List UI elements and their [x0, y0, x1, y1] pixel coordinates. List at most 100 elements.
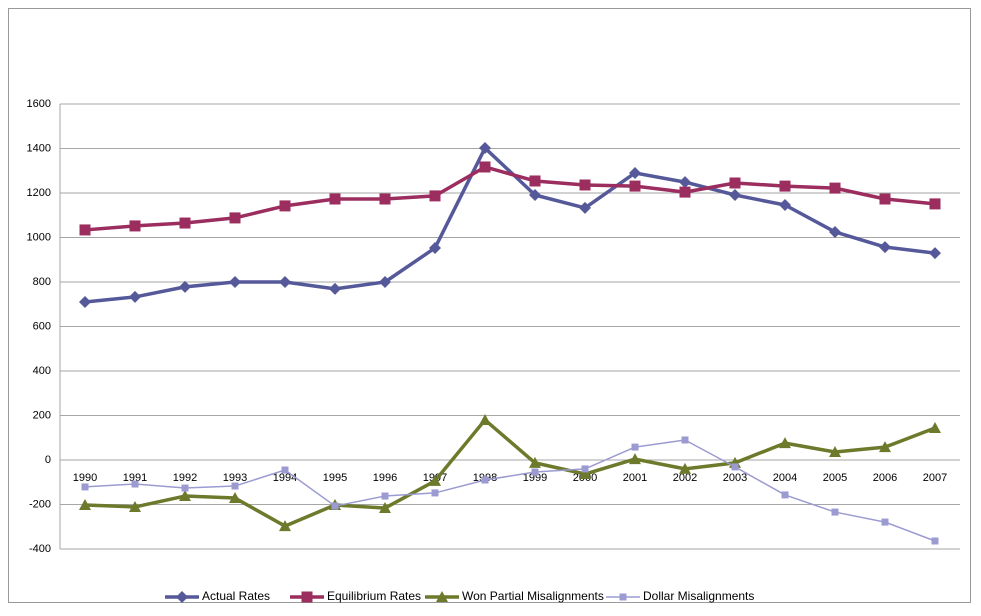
marker — [229, 276, 241, 288]
marker — [631, 443, 639, 451]
marker — [79, 498, 91, 510]
marker — [279, 200, 291, 212]
marker — [179, 490, 191, 502]
marker — [429, 241, 441, 254]
marker — [929, 247, 941, 260]
marker — [79, 224, 91, 236]
marker — [679, 462, 691, 474]
x-tick-label: 2006 — [873, 472, 897, 484]
x-tick-label: 2002 — [673, 472, 697, 484]
marker — [229, 492, 241, 504]
series-line — [84, 165, 936, 232]
marker — [679, 186, 691, 198]
y-tick-label: 600 — [33, 320, 51, 332]
marker — [781, 491, 789, 499]
marker — [129, 290, 141, 303]
marker — [879, 241, 891, 254]
marker — [879, 193, 891, 205]
legend-marker — [301, 591, 313, 603]
marker — [931, 537, 939, 545]
marker — [429, 190, 441, 202]
marker — [179, 217, 191, 229]
marker — [779, 199, 791, 212]
marker — [531, 468, 539, 476]
marker — [779, 437, 791, 449]
x-tick-label: 2005 — [823, 472, 847, 484]
marker — [881, 518, 889, 526]
y-tick-label: -400 — [29, 543, 51, 555]
marker — [629, 453, 641, 465]
marker — [831, 508, 839, 516]
marker — [381, 492, 389, 500]
marker — [829, 225, 841, 238]
chart-frame — [8, 8, 971, 603]
series-line — [84, 146, 936, 304]
x-tick-label: 2007 — [923, 472, 947, 484]
y-tick-label: 1600 — [27, 98, 51, 110]
x-tick-label: 2004 — [773, 472, 797, 484]
marker — [579, 179, 591, 191]
marker — [629, 180, 641, 192]
legend-marker — [176, 591, 188, 603]
legend-label: Actual Rates — [202, 589, 270, 603]
marker — [281, 466, 289, 474]
marker — [879, 441, 891, 453]
marker — [929, 198, 941, 210]
marker — [481, 476, 489, 484]
x-tick-label: 1992 — [173, 472, 197, 484]
legend-label: Equilibrium Rates — [327, 589, 421, 603]
marker — [579, 468, 591, 480]
x-tick-label: 1993 — [223, 472, 247, 484]
y-tick-label: 1000 — [27, 231, 51, 243]
marker — [129, 220, 141, 232]
marker — [179, 280, 191, 293]
legend-label: Won Partial Misalignments — [462, 589, 604, 603]
marker — [331, 502, 339, 510]
marker — [479, 142, 491, 155]
legend-marker — [436, 591, 448, 602]
marker — [681, 436, 689, 444]
marker — [729, 189, 741, 202]
marker — [229, 212, 241, 224]
marker — [131, 480, 139, 488]
x-tick-label: 1990 — [73, 472, 97, 484]
marker — [529, 456, 541, 468]
x-tick-label: 2003 — [723, 472, 747, 484]
y-tick-label: 1400 — [27, 142, 51, 154]
marker — [729, 177, 741, 189]
marker — [279, 276, 291, 288]
marker — [329, 193, 341, 205]
marker — [429, 474, 441, 486]
marker — [279, 520, 291, 532]
marker — [81, 483, 89, 491]
y-tick-label: 800 — [33, 276, 51, 288]
marker — [379, 276, 391, 288]
x-tick-label: 1996 — [373, 472, 397, 484]
x-tick-label: 1994 — [273, 472, 297, 484]
marker — [329, 282, 341, 295]
x-tick-label: 1991 — [123, 472, 147, 484]
marker — [79, 296, 91, 309]
legend-label: Dollar Misalignments — [643, 589, 754, 603]
x-tick-label: 2001 — [623, 472, 647, 484]
marker — [231, 482, 239, 490]
marker — [529, 175, 541, 187]
y-tick-label: 400 — [33, 365, 51, 377]
y-tick-label: 0 — [45, 454, 51, 466]
marker — [629, 166, 641, 179]
x-tick-label: 1999 — [523, 472, 547, 484]
series-line — [84, 418, 936, 528]
marker — [829, 445, 841, 457]
marker — [929, 421, 941, 433]
legend-marker — [619, 593, 627, 601]
marker — [829, 182, 841, 194]
series-line — [84, 439, 936, 542]
marker — [379, 502, 391, 514]
marker — [579, 201, 591, 214]
marker — [679, 176, 691, 189]
y-tick-label: 1200 — [27, 187, 51, 199]
marker — [479, 413, 491, 425]
marker — [181, 484, 189, 492]
marker — [479, 161, 491, 173]
